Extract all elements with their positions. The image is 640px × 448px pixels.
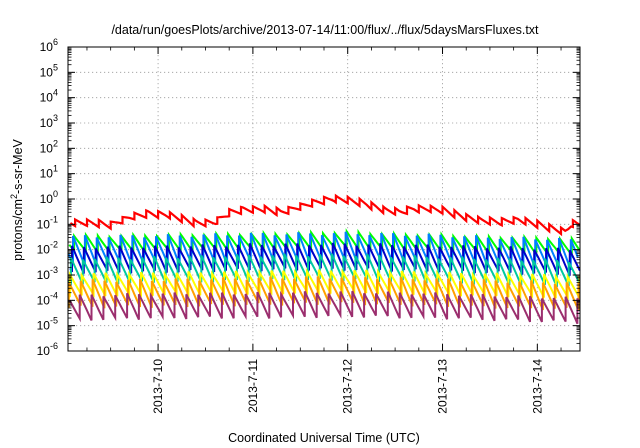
y-axis-label-superscript: 2: [9, 194, 19, 199]
y-tick-label: 10-3: [37, 265, 58, 282]
y-tick-label: 104: [40, 88, 58, 105]
series-line-1: [69, 193, 581, 237]
axis-ticks: [68, 46, 580, 352]
y-tick-label: 10-5: [37, 316, 58, 333]
y-tick-label: 10-2: [37, 240, 58, 257]
y-axis-label: protons/cm2-s-sr-MeV: [9, 138, 25, 260]
y-tick-label: 105: [40, 62, 58, 79]
y-tick-label: 10-1: [37, 214, 58, 231]
y-tick-label: 103: [40, 113, 58, 130]
y-tick-label: 102: [40, 138, 58, 155]
x-tick-label: 2013-7-12: [341, 359, 355, 414]
y-tick-label: 10-4: [37, 290, 58, 307]
y-axis-label-main: protons/cm: [11, 199, 25, 261]
y-tick-labels: 10-6 10-5 10-4 10-3 10-2 10-1 100 101 102 103 104 1…: [37, 37, 58, 358]
x-tick-label: 2013-7-14: [530, 359, 544, 414]
x-tick-label: 2013-7-11: [246, 359, 260, 413]
y-tick-label: 100: [40, 189, 58, 206]
x-tick-label: 2013-7-13: [436, 359, 450, 414]
series-line-8: [68, 290, 581, 325]
x-tick-labels: 2013-7-10 2013-7-11 2013-7-12 2013-7-13 2013…: [151, 359, 544, 414]
y-tick-label: 106: [40, 37, 58, 54]
y-axis-label-suffix: -s-sr-MeV: [11, 138, 25, 194]
series-line-6: [67, 267, 581, 302]
x-axis-label: Coordinated Universal Time (UTC): [228, 431, 420, 445]
x-tick-label: 2013-7-10: [151, 359, 165, 414]
chart-title: /data/run/goesPlots/archive/2013-07-14/1…: [111, 23, 539, 37]
y-tick-label: 101: [40, 164, 58, 181]
y-tick-label: 10-6: [37, 341, 58, 358]
series-layer: [67, 193, 581, 325]
series-line-5: [68, 253, 580, 288]
